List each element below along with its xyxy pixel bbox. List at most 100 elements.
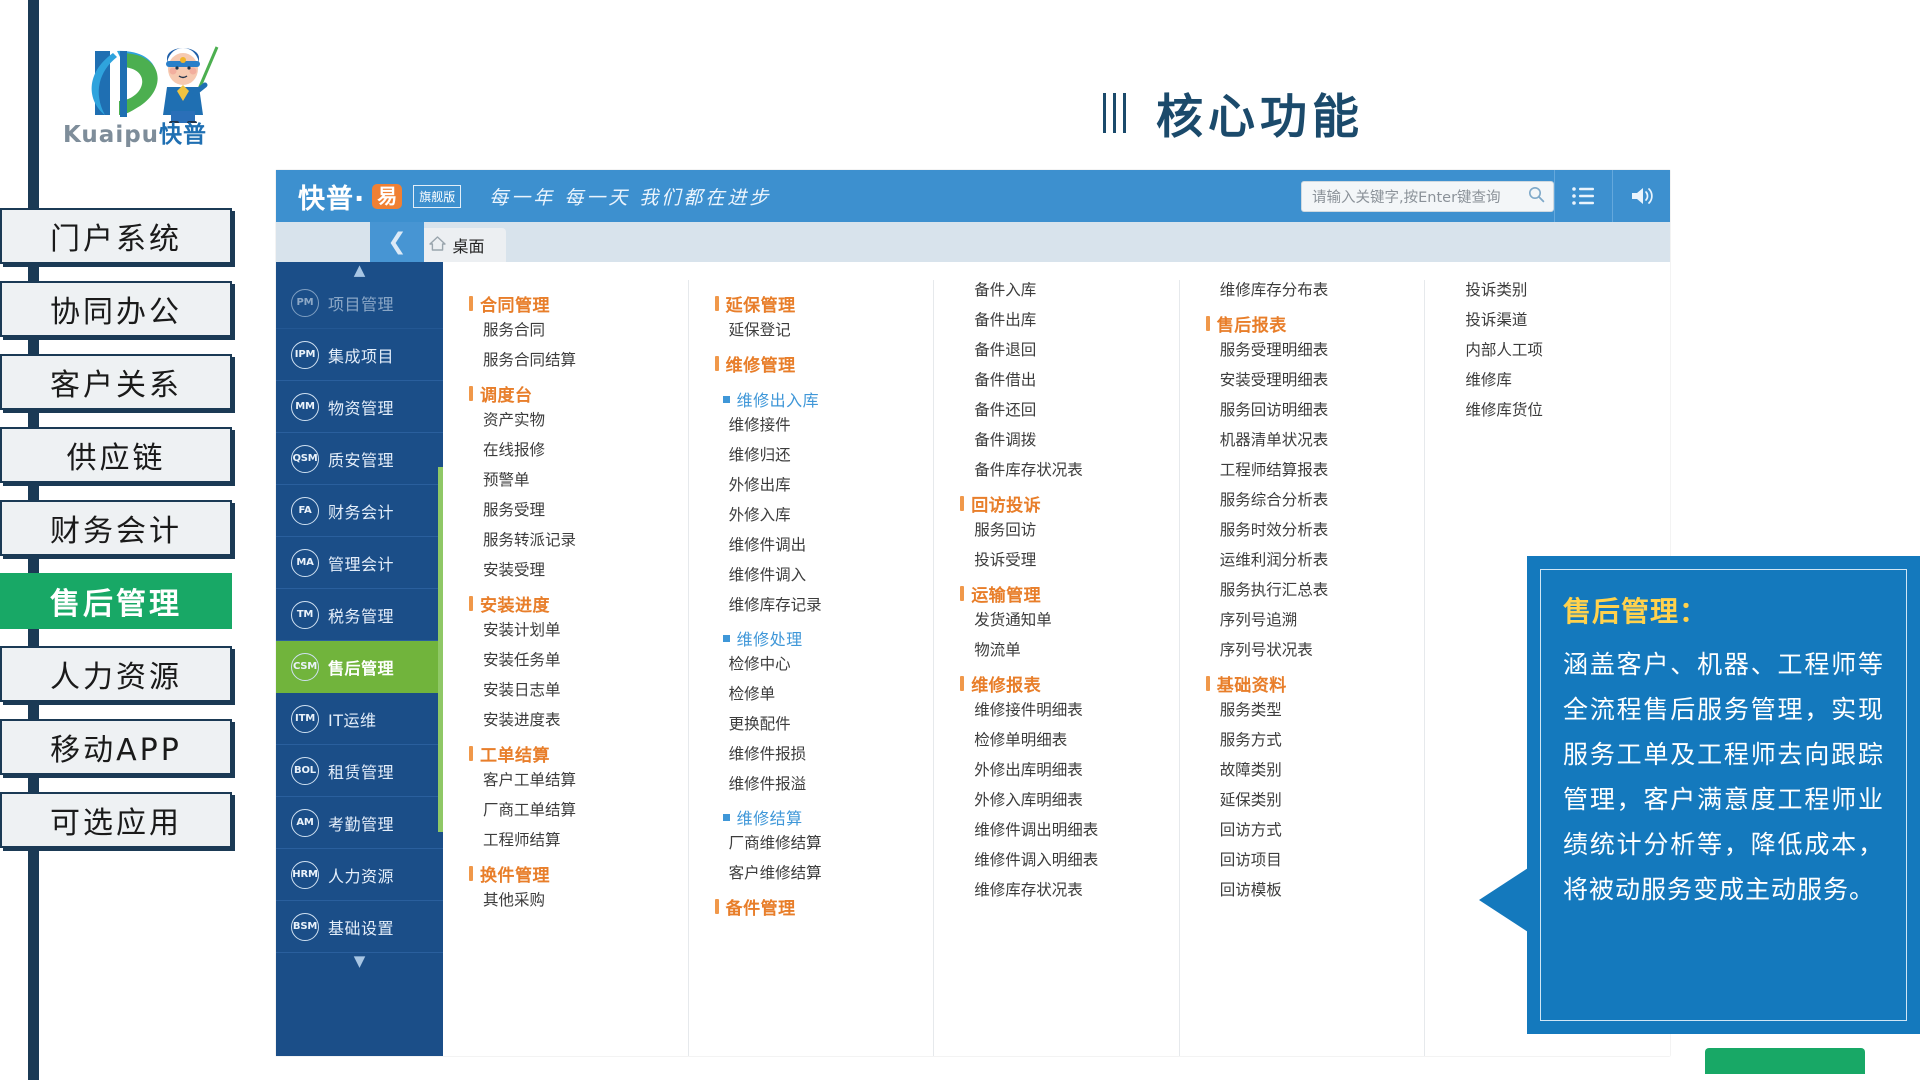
menu-item[interactable]: 外修出库 — [728, 476, 791, 494]
module-item-bsm[interactable]: BSM 基础设置 — [276, 901, 443, 953]
menu-item[interactable]: 机器清单状况表 — [1219, 431, 1329, 449]
menu-item[interactable]: 内部人工项 — [1465, 341, 1543, 359]
chevron-down-icon[interactable]: ▼ — [353, 951, 366, 970]
module-item-ipm[interactable]: IPM 集成项目 — [276, 329, 443, 381]
menu-item[interactable]: 服务转派记录 — [483, 531, 577, 549]
menu-item[interactable]: 安装日志单 — [483, 681, 561, 699]
menu-item[interactable]: 发货通知单 — [974, 611, 1052, 629]
menu-item[interactable]: 物流单 — [974, 641, 1021, 659]
module-item-csm-active[interactable]: CSM 售后管理 — [276, 641, 443, 693]
menu-item[interactable]: 故障类别 — [1219, 761, 1282, 779]
module-item-qsm[interactable]: QSM 质安管理 — [276, 433, 443, 485]
menu-item[interactable]: 检修单明细表 — [974, 731, 1068, 749]
menu-item[interactable]: 资产实物 — [483, 411, 546, 429]
menu-item[interactable]: 安装任务单 — [483, 651, 561, 669]
module-item-bol[interactable]: BOL 租赁管理 — [276, 745, 443, 797]
menu-item[interactable]: 回访项目 — [1219, 851, 1282, 869]
nav-item-4[interactable]: 财务会计 — [0, 500, 232, 556]
menu-item[interactable]: 投诉受理 — [974, 551, 1037, 569]
menu-item[interactable]: 安装计划单 — [483, 621, 561, 639]
tab-desktop[interactable]: 桌面 — [408, 228, 506, 262]
nav-item-7[interactable]: 移动APP — [0, 719, 232, 775]
menu-item[interactable]: 外修出库明细表 — [974, 761, 1083, 779]
menu-item[interactable]: 备件出库 — [974, 311, 1037, 329]
nav-item-1[interactable]: 协同办公 — [0, 281, 232, 337]
sound-icon[interactable] — [1612, 170, 1670, 222]
menu-item[interactable]: 服务回访明细表 — [1219, 401, 1329, 419]
menu-item[interactable]: 服务合同结算 — [483, 351, 577, 369]
nav-item-8[interactable]: 可选应用 — [0, 792, 232, 848]
menu-item[interactable]: 厂商维修结算 — [728, 834, 822, 852]
menu-item[interactable]: 预警单 — [483, 471, 530, 489]
menu-item[interactable]: 维修归还 — [728, 446, 791, 464]
menu-item[interactable]: 服务时效分析表 — [1219, 521, 1329, 539]
nav-item-0[interactable]: 门户系统 — [0, 208, 232, 264]
menu-item[interactable]: 延保类别 — [1219, 791, 1282, 809]
module-item-mm[interactable]: MM 物资管理 — [276, 381, 443, 433]
nav-item-2[interactable]: 客户关系 — [0, 354, 232, 410]
module-item-pm[interactable]: PM 项目管理 — [276, 277, 443, 329]
menu-item[interactable]: 备件库存状况表 — [974, 461, 1083, 479]
menu-item[interactable]: 维修件调入明细表 — [974, 851, 1099, 869]
menu-item[interactable]: 运维利润分析表 — [1219, 551, 1329, 569]
search-icon[interactable] — [1528, 186, 1545, 207]
menu-item[interactable]: 其他采购 — [483, 891, 546, 909]
menu-item[interactable]: 服务受理 — [483, 501, 546, 519]
menu-item[interactable]: 备件退回 — [974, 341, 1037, 359]
menu-item[interactable]: 维修库 — [1465, 371, 1512, 389]
list-icon[interactable] — [1554, 170, 1612, 222]
module-item-fa[interactable]: FA 财务会计 — [276, 485, 443, 537]
menu-item[interactable]: 维修件调出明细表 — [974, 821, 1099, 839]
menu-item[interactable]: 在线报修 — [483, 441, 546, 459]
module-item-tm[interactable]: TM 税务管理 — [276, 589, 443, 641]
menu-item[interactable]: 工程师结算报表 — [1219, 461, 1329, 479]
menu-item[interactable]: 服务合同 — [483, 321, 546, 339]
menu-item[interactable]: 安装受理 — [483, 561, 546, 579]
menu-item[interactable]: 维修接件明细表 — [974, 701, 1083, 719]
menu-item[interactable]: 更换配件 — [728, 715, 791, 733]
module-item-itm[interactable]: ITM IT运维 — [276, 693, 443, 745]
menu-item[interactable]: 外修入库 — [728, 506, 791, 524]
menu-item[interactable]: 服务回访 — [974, 521, 1037, 539]
menu-item[interactable]: 备件入库 — [974, 281, 1037, 299]
menu-item[interactable]: 服务方式 — [1219, 731, 1282, 749]
menu-item[interactable]: 维修件调入 — [728, 566, 807, 584]
menu-item[interactable]: 序列号追溯 — [1219, 611, 1298, 629]
menu-item[interactable]: 投诉渠道 — [1465, 311, 1528, 329]
menu-item[interactable]: 服务受理明细表 — [1219, 341, 1329, 359]
menu-item[interactable]: 回访模板 — [1219, 881, 1282, 899]
nav-item-6[interactable]: 人力资源 — [0, 646, 232, 702]
menu-item[interactable]: 服务类型 — [1219, 701, 1282, 719]
menu-item[interactable]: 备件调拨 — [974, 431, 1037, 449]
menu-item[interactable]: 客户维修结算 — [728, 864, 822, 882]
chevron-up-icon[interactable]: ▲ — [353, 262, 366, 279]
search-input[interactable]: 请输入关键字,按Enter键查询 — [1301, 180, 1554, 212]
menu-item[interactable]: 客户工单结算 — [483, 771, 577, 789]
module-item-ma[interactable]: MA 管理会计 — [276, 537, 443, 589]
menu-item[interactable]: 维修库货位 — [1465, 401, 1543, 419]
menu-item[interactable]: 检修单 — [728, 685, 776, 703]
nav-item-3[interactable]: 供应链 — [0, 427, 232, 483]
module-item-am[interactable]: AM 考勤管理 — [276, 797, 443, 849]
menu-item[interactable]: 工程师结算 — [483, 831, 561, 849]
menu-item[interactable]: 服务综合分析表 — [1219, 491, 1329, 509]
menu-item[interactable]: 维修库存分布表 — [1219, 281, 1329, 299]
menu-item[interactable]: 投诉类别 — [1465, 281, 1528, 299]
menu-item[interactable]: 检修中心 — [728, 655, 791, 673]
menu-item[interactable]: 维修库存状况表 — [974, 881, 1083, 899]
menu-item[interactable]: 维修件报溢 — [728, 775, 807, 793]
menu-item[interactable]: 备件借出 — [974, 371, 1037, 389]
menu-item[interactable]: 厂商工单结算 — [483, 801, 577, 819]
menu-item[interactable]: 维修接件 — [728, 416, 791, 434]
menu-item[interactable]: 安装受理明细表 — [1219, 371, 1329, 389]
menu-item[interactable]: 备件还回 — [974, 401, 1037, 419]
module-item-hrm[interactable]: HRM 人力资源 — [276, 849, 443, 901]
menu-item[interactable]: 维修件报损 — [728, 745, 807, 763]
menu-item[interactable]: 服务执行汇总表 — [1219, 581, 1329, 599]
menu-item[interactable]: 外修入库明细表 — [974, 791, 1083, 809]
menu-item[interactable]: 维修库存记录 — [728, 596, 822, 614]
module-nav-scrollbar[interactable] — [438, 467, 443, 832]
menu-item[interactable]: 序列号状况表 — [1219, 641, 1313, 659]
menu-item[interactable]: 安装进度表 — [483, 711, 561, 729]
menu-item[interactable]: 维修件调出 — [728, 536, 807, 554]
